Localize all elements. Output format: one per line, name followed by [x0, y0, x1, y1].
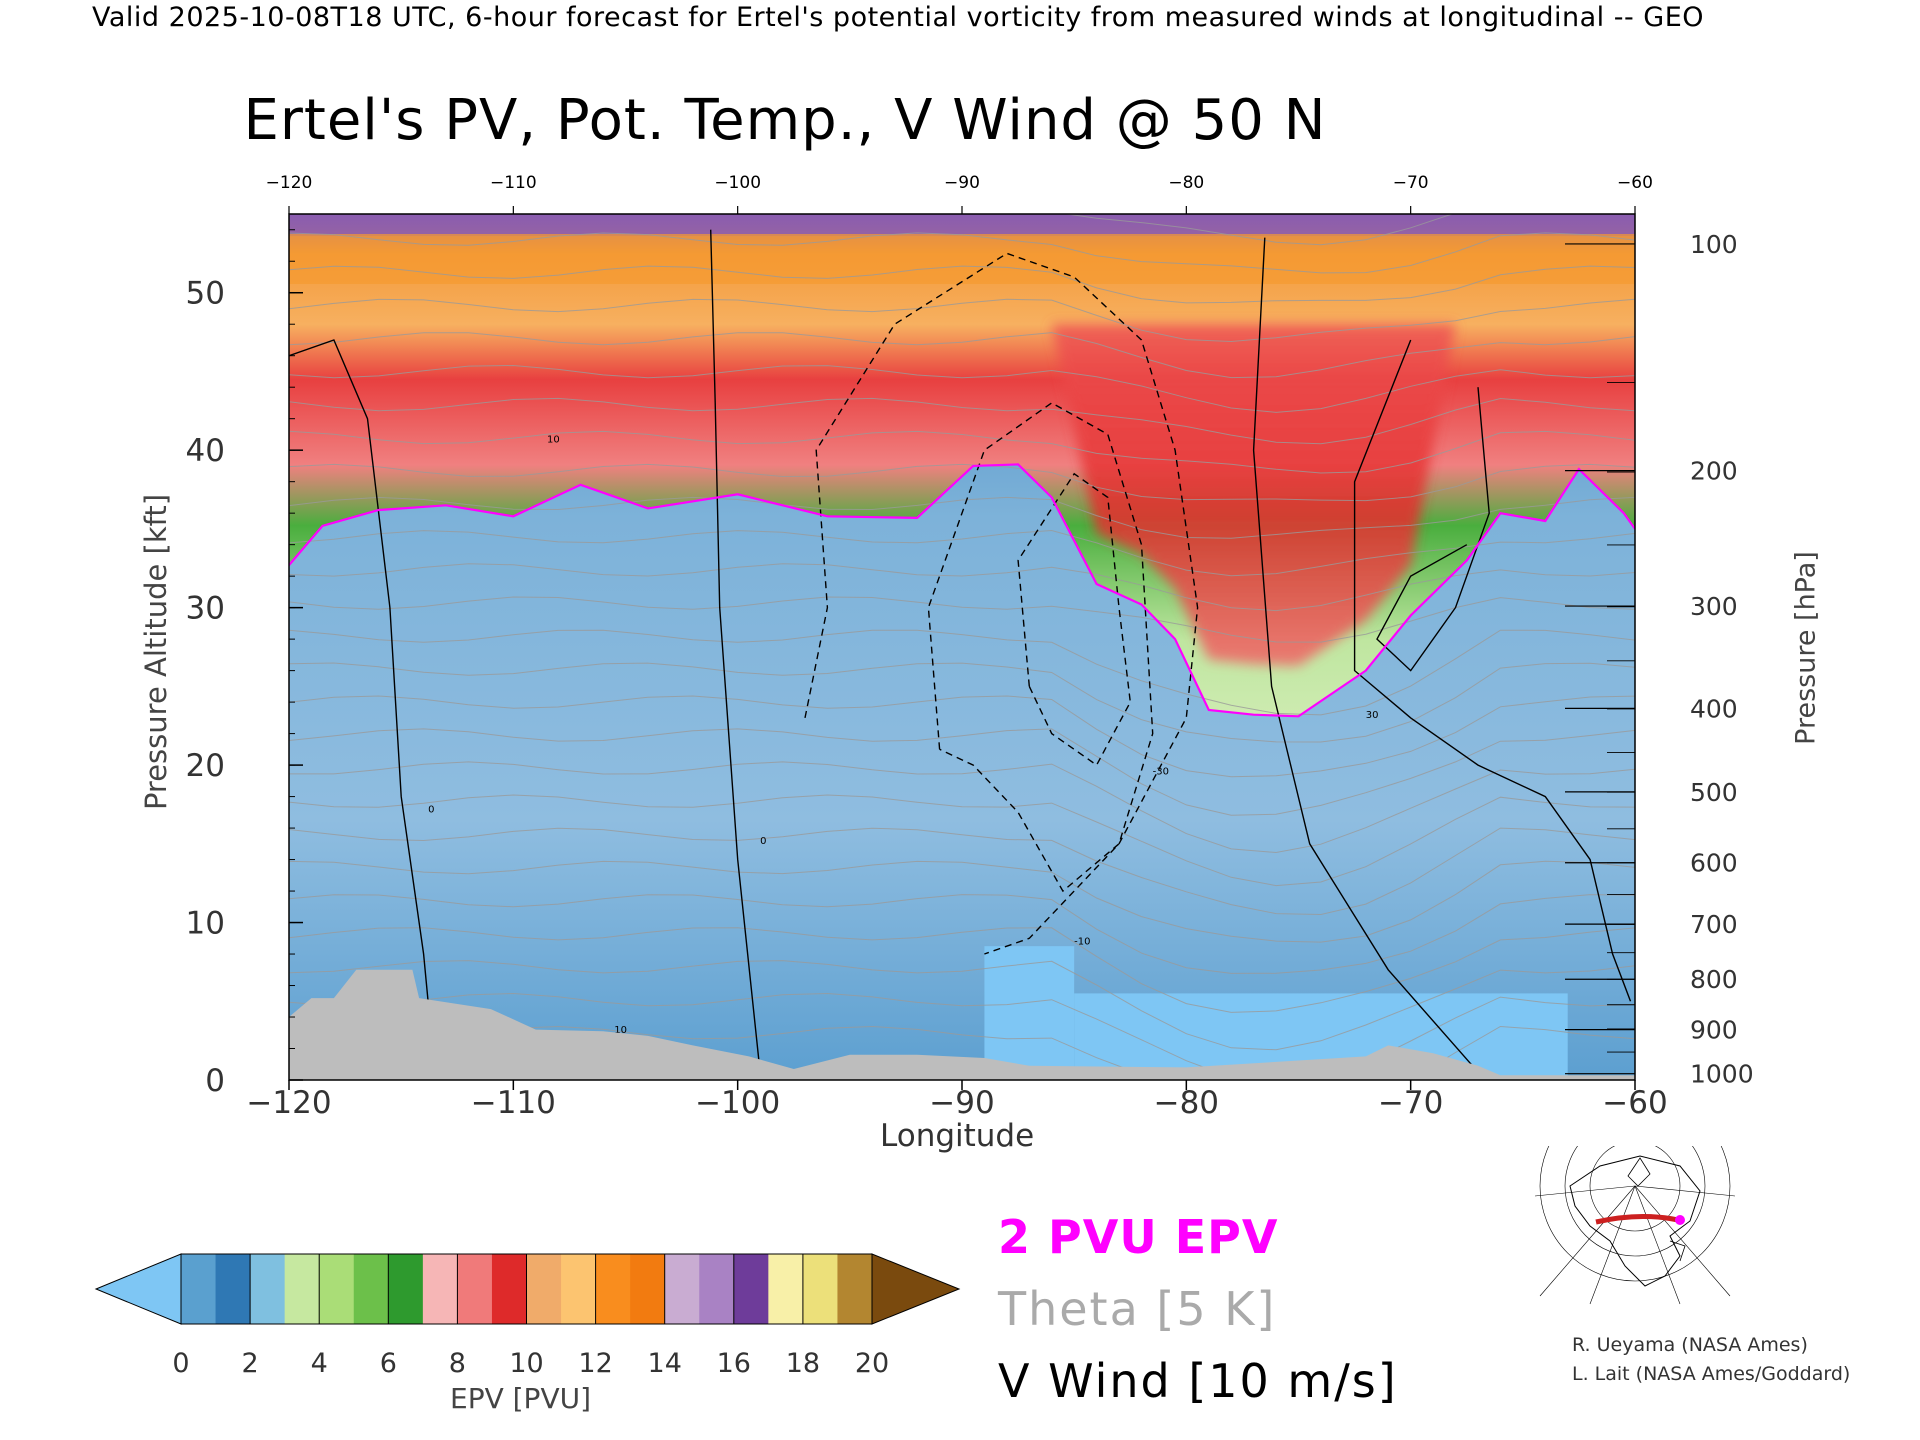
- theta-contour: [289, 662, 1635, 743]
- theta-contour: [289, 695, 1635, 778]
- x-tick-label: −120: [246, 1085, 331, 1121]
- wind-contour-positive: [1252, 237, 1479, 1073]
- theta-contour: [289, 298, 1635, 343]
- x-top-tick-label: −60: [1617, 173, 1653, 193]
- theta-contour: [289, 728, 1635, 816]
- plot-area: 10 -10 -30 30 0 0 10: [289, 214, 1635, 1080]
- legend-theta: Theta [5 K]: [998, 1282, 1277, 1336]
- theta-contour: [289, 364, 1635, 413]
- legend-2pvu: 2 PVU EPV: [998, 1210, 1279, 1264]
- x-top-tick-label: −120: [266, 173, 313, 193]
- pressure-tick-label: 1000: [1690, 1060, 1754, 1089]
- theta-contour: [289, 827, 1635, 916]
- wind-contour-negative: [804, 252, 1199, 955]
- x-top-tick-label: −90: [944, 173, 980, 193]
- credit-lait: L. Lait (NASA Ames/Goddard): [1572, 1363, 1851, 1385]
- pv-color-bands: [289, 214, 1635, 1080]
- x-tick-label: −70: [1378, 1085, 1443, 1121]
- theta-contour: [289, 232, 1635, 274]
- colorbar-label: EPV [PVU]: [450, 1382, 592, 1415]
- x-tick-label: −100: [695, 1085, 780, 1121]
- y-tick-label: 10: [186, 906, 225, 942]
- wind-contour-positive: [1376, 387, 1490, 672]
- wind-contour-positive: [289, 339, 436, 1073]
- axes: −120 −110 −100 −90 −80 −70 −60 −120 −110 −100 −90 −…: [186, 173, 1754, 1121]
- v-wind-contours: 10 -10 -30 30 0 0 10: [289, 229, 1632, 1073]
- x-top-tick-label: −80: [1168, 173, 1204, 193]
- theta-contour: [289, 496, 1635, 539]
- wind-contour-label: 0: [760, 836, 766, 847]
- locator-map: [1534, 1146, 1736, 1305]
- y-tick-label: 40: [186, 433, 225, 469]
- theta-contour: [289, 629, 1635, 716]
- wind-contour-label: -30: [1153, 767, 1169, 778]
- x-top-tick-label: −70: [1393, 173, 1429, 193]
- theta-contours: [289, 214, 1635, 1080]
- theta-contour: [289, 563, 1635, 612]
- legend-vwind: V Wind [10 m/s]: [998, 1354, 1398, 1408]
- theta-contour: [289, 927, 1635, 1013]
- x-tick-label: −60: [1602, 1085, 1667, 1121]
- terrain-mask: [289, 969, 1635, 1080]
- wind-contour-negative: [1017, 472, 1132, 767]
- pressure-tick-label: 900: [1690, 1016, 1738, 1045]
- theta-contour: [289, 529, 1635, 577]
- pressure-tick-label: 200: [1690, 457, 1738, 486]
- credit-ueyama: R. Ueyama (NASA Ames): [1572, 1334, 1808, 1356]
- wind-contour-label: 10: [614, 1025, 627, 1036]
- theta-contour: [289, 761, 1635, 854]
- pv-below-zero-patch: [984, 946, 1075, 1080]
- wind-contour-label: 10: [547, 434, 560, 445]
- wind-contour-negative: [927, 402, 1154, 893]
- theta-contour: [289, 860, 1635, 943]
- two-pvu-contour: [289, 463, 1635, 718]
- chart-title: Ertel's PV, Pot. Temp., V Wind @ 50 N: [243, 88, 1327, 153]
- y-tick-label: 50: [186, 276, 225, 312]
- x-axis-label: Longitude: [880, 1118, 1035, 1154]
- y-tick-label: 20: [186, 748, 225, 784]
- x-top-tick-label: −110: [490, 173, 537, 193]
- y-tick-label: 30: [186, 591, 225, 627]
- x-tick-label: −80: [1154, 1085, 1219, 1121]
- pressure-tick-label: 100: [1690, 230, 1738, 259]
- wind-contour-label: 30: [1366, 710, 1379, 721]
- theta-contour: [289, 332, 1635, 379]
- pressure-tick-label: 600: [1690, 849, 1738, 878]
- pressure-tick-label: 500: [1690, 778, 1738, 807]
- theta-contour: [289, 960, 1635, 1051]
- theta-contour: [289, 992, 1635, 1080]
- wind-contour-positive: [710, 229, 761, 1073]
- wind-contour-positive: [1353, 339, 1632, 1002]
- theta-contour: [289, 894, 1635, 974]
- theta-contour: [1063, 214, 1454, 246]
- theta-contour: [289, 463, 1635, 502]
- theta-contour: [289, 596, 1635, 643]
- x-tick-label: −90: [929, 1085, 994, 1121]
- pressure-tick-label: 700: [1690, 910, 1738, 939]
- wind-contour-label: 0: [428, 804, 434, 815]
- pressure-tick-label: 400: [1690, 694, 1738, 723]
- theta-contour: [289, 794, 1635, 887]
- theta-contour: [289, 397, 1635, 445]
- pressure-tick-label: 800: [1690, 965, 1738, 994]
- header-line: Valid 2025-10-08T18 UTC, 6-hour forecast…: [92, 2, 1705, 33]
- pressure-tick-label: 300: [1690, 592, 1738, 621]
- x-top-tick-label: −100: [714, 173, 761, 193]
- wind-contour-label: -10: [1074, 937, 1090, 948]
- x-tick-label: −110: [471, 1085, 556, 1121]
- theta-contour: [289, 265, 1635, 304]
- theta-contour: [289, 430, 1635, 474]
- pv-band-orange: [289, 234, 1635, 284]
- pv-band-purple: [289, 214, 1635, 236]
- y-tick-label: 0: [205, 1063, 225, 1099]
